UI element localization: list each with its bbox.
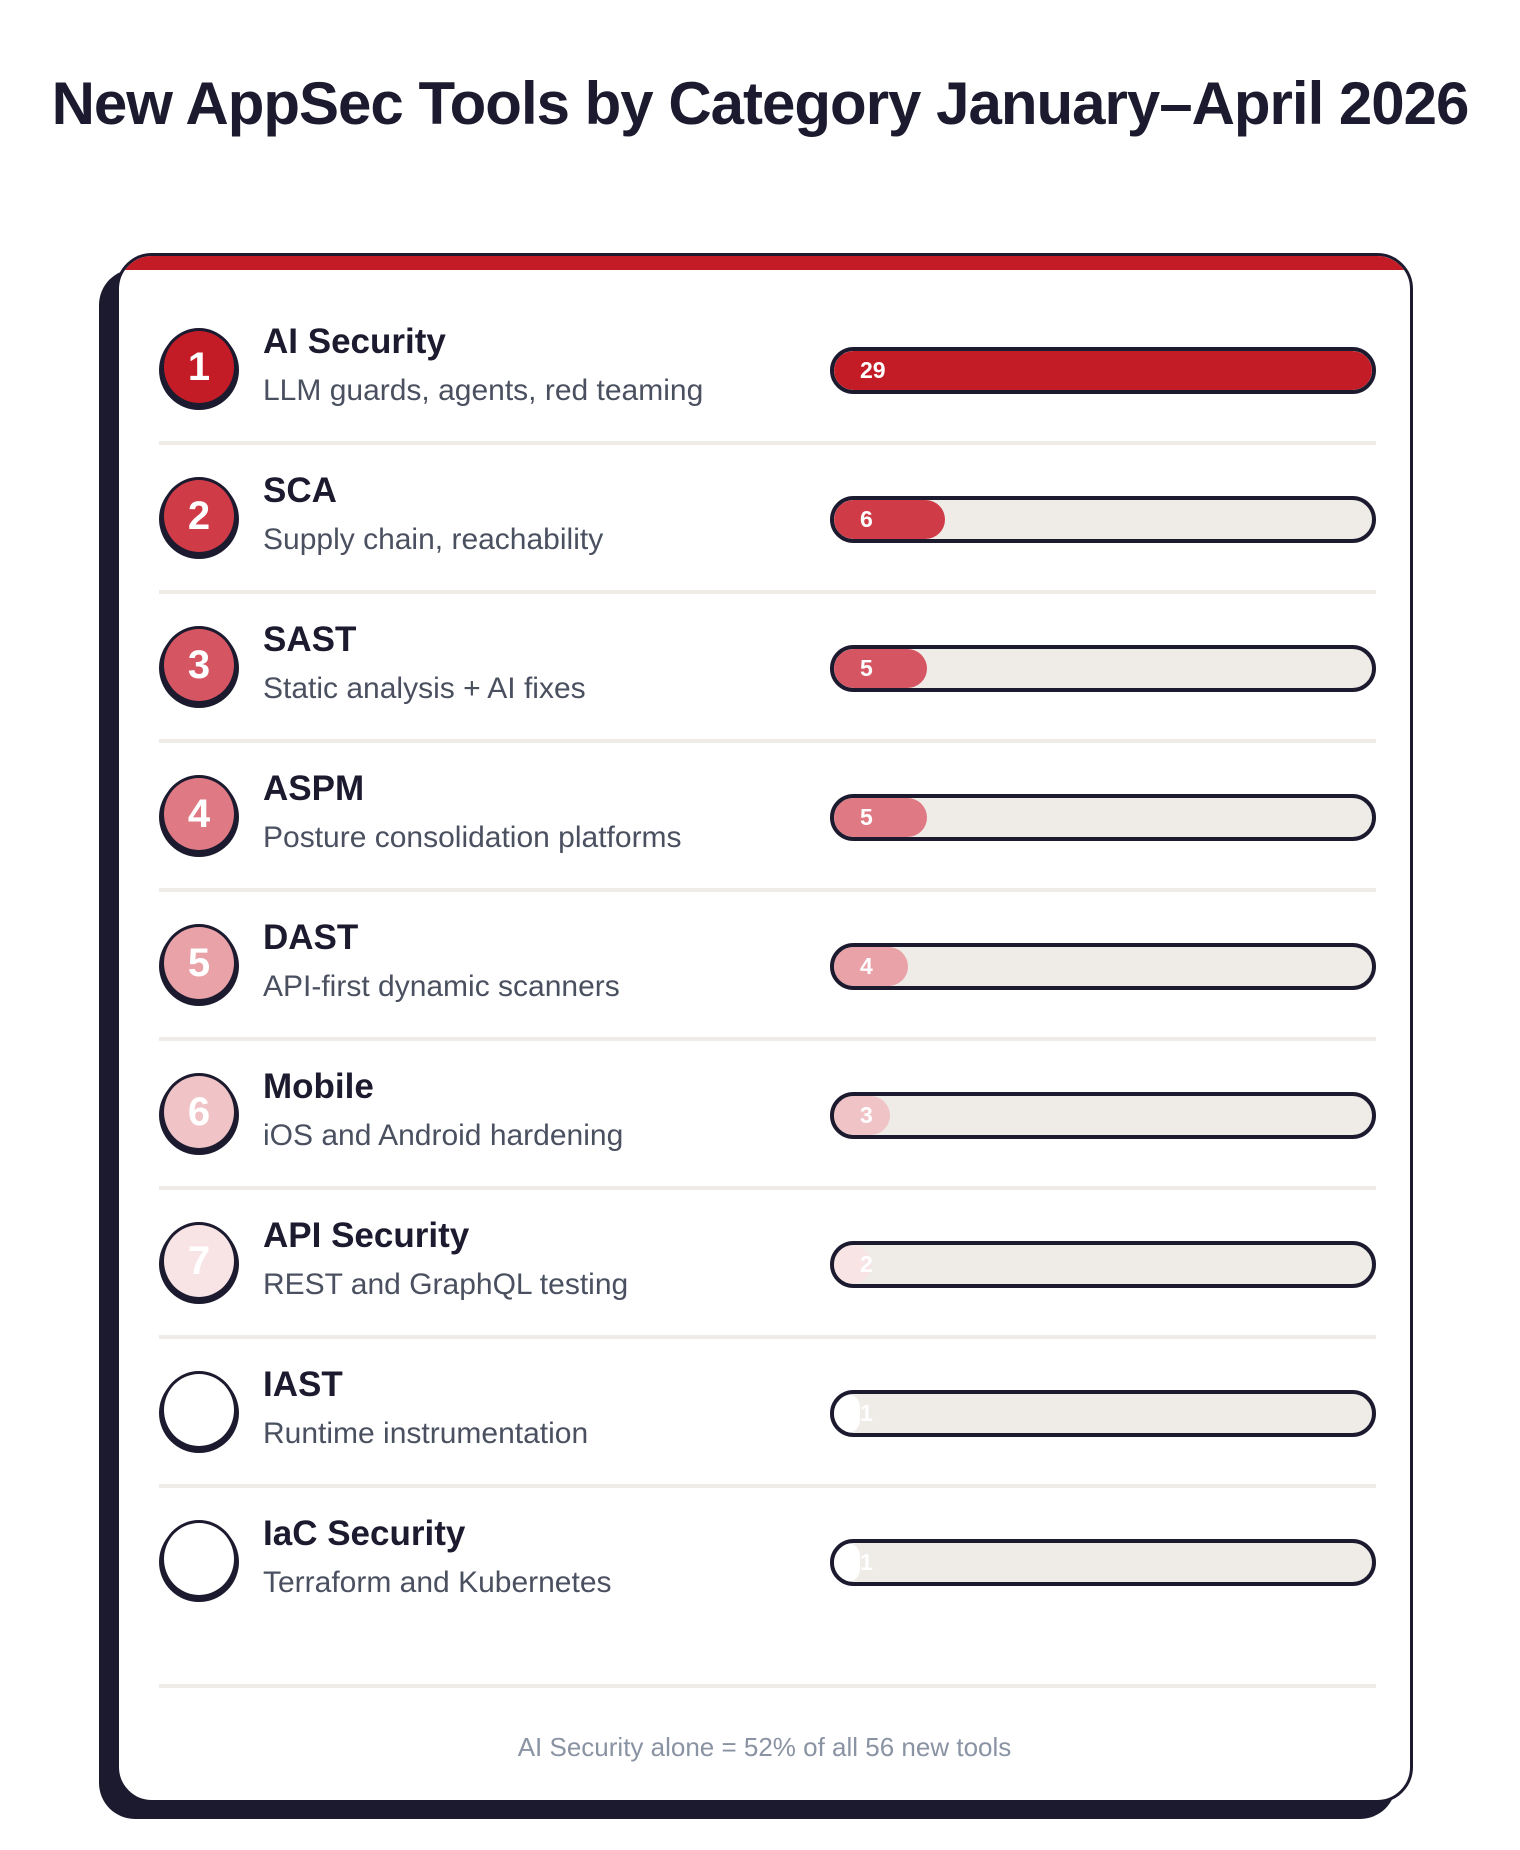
bar-track: 2 [830, 1241, 1376, 1288]
rank-badge: 5 [161, 924, 237, 1002]
rank-badge: 2 [161, 477, 237, 555]
category-name: Mobile [263, 1067, 374, 1106]
bar-track: 1 [830, 1390, 1376, 1437]
category-row: 9 IaC Security Terraform and Kubernetes … [159, 1488, 1376, 1637]
category-row: 7 API Security REST and GraphQL testing … [159, 1190, 1376, 1339]
chart-title: New AppSec Tools by Category January–Apr… [51, 70, 1470, 137]
card-accent-bar [119, 256, 1410, 270]
bar-value-label: 29 [860, 357, 886, 383]
rank-badge: 1 [161, 328, 237, 406]
rank-badge: 9 [161, 1520, 237, 1598]
category-description: Terraform and Kubernetes [263, 1566, 612, 1599]
category-name: API Security [263, 1216, 470, 1255]
bar-track: 5 [830, 645, 1376, 692]
category-row: 3 SAST Static analysis + AI fixes 5 [159, 594, 1376, 743]
bar-track: 6 [830, 496, 1376, 543]
bar-fill: 29 [834, 351, 1372, 390]
rank-badge: 8 [161, 1371, 237, 1449]
bar-fill: 2 [834, 1245, 873, 1284]
bar-fill: 3 [834, 1096, 890, 1135]
category-description: REST and GraphQL testing [263, 1268, 629, 1301]
bar-value-label: 5 [860, 804, 873, 830]
category-name: DAST [263, 918, 359, 957]
chart-card: 1 AI Security LLM guards, agents, red te… [116, 253, 1413, 1803]
bar-value-label: 1 [860, 1549, 873, 1575]
bar-value-label: 2 [860, 1251, 873, 1277]
rank-badge: 4 [161, 775, 237, 853]
bar-fill: 5 [834, 649, 927, 688]
category-description: API-first dynamic scanners [263, 970, 620, 1003]
category-description: LLM guards, agents, red teaming [263, 374, 704, 407]
category-row: 1 AI Security LLM guards, agents, red te… [159, 296, 1376, 445]
category-description: Supply chain, reachability [263, 523, 604, 556]
bar-value-label: 6 [860, 506, 873, 532]
row-divider [159, 888, 1376, 892]
category-name: SAST [263, 620, 357, 659]
row-divider [159, 1186, 1376, 1190]
bar-track: 4 [830, 943, 1376, 990]
rank-badge: 3 [161, 626, 237, 704]
bar-fill: 5 [834, 798, 927, 837]
footer-divider [159, 1684, 1376, 1688]
category-description: Static analysis + AI fixes [263, 672, 586, 705]
row-divider [159, 739, 1376, 743]
row-divider [159, 590, 1376, 594]
bar-fill: 6 [834, 500, 946, 539]
row-divider [159, 441, 1376, 445]
bar-value-label: 1 [860, 1400, 873, 1426]
footer-note: AI Security alone = 52% of all 56 new to… [517, 1732, 1012, 1762]
bar-track: 29 [830, 347, 1376, 394]
row-divider [159, 1037, 1376, 1041]
bar-fill: 1 [834, 1394, 873, 1433]
category-name: ASPM [263, 769, 365, 808]
rank-badge: 7 [161, 1222, 237, 1300]
category-row: 2 SCA Supply chain, reachability 6 [159, 445, 1376, 594]
category-row: 6 Mobile iOS and Android hardening 3 [159, 1041, 1376, 1190]
category-name: SCA [263, 471, 337, 510]
bar-fill: 4 [834, 947, 909, 986]
bar-track: 3 [830, 1092, 1376, 1139]
category-description: Runtime instrumentation [263, 1417, 589, 1450]
category-description: Posture consolidation platforms [263, 821, 682, 854]
category-row: 8 IAST Runtime instrumentation 1 [159, 1339, 1376, 1488]
bar-value-label: 3 [860, 1102, 873, 1128]
category-description: iOS and Android hardening [263, 1119, 624, 1152]
bar-value-label: 4 [860, 953, 873, 979]
category-name: AI Security [263, 322, 446, 361]
bar-track: 1 [830, 1539, 1376, 1586]
rank-badge: 6 [161, 1073, 237, 1151]
bar-value-label: 5 [860, 655, 873, 681]
bar-fill: 1 [834, 1543, 873, 1582]
bar-track: 5 [830, 794, 1376, 841]
category-row: 5 DAST API-first dynamic scanners 4 [159, 892, 1376, 1041]
category-name: IaC Security [263, 1514, 466, 1553]
category-row: 4 ASPM Posture consolidation platforms 5 [159, 743, 1376, 892]
row-divider [159, 1484, 1376, 1488]
row-divider [159, 1335, 1376, 1339]
category-name: IAST [263, 1365, 343, 1404]
